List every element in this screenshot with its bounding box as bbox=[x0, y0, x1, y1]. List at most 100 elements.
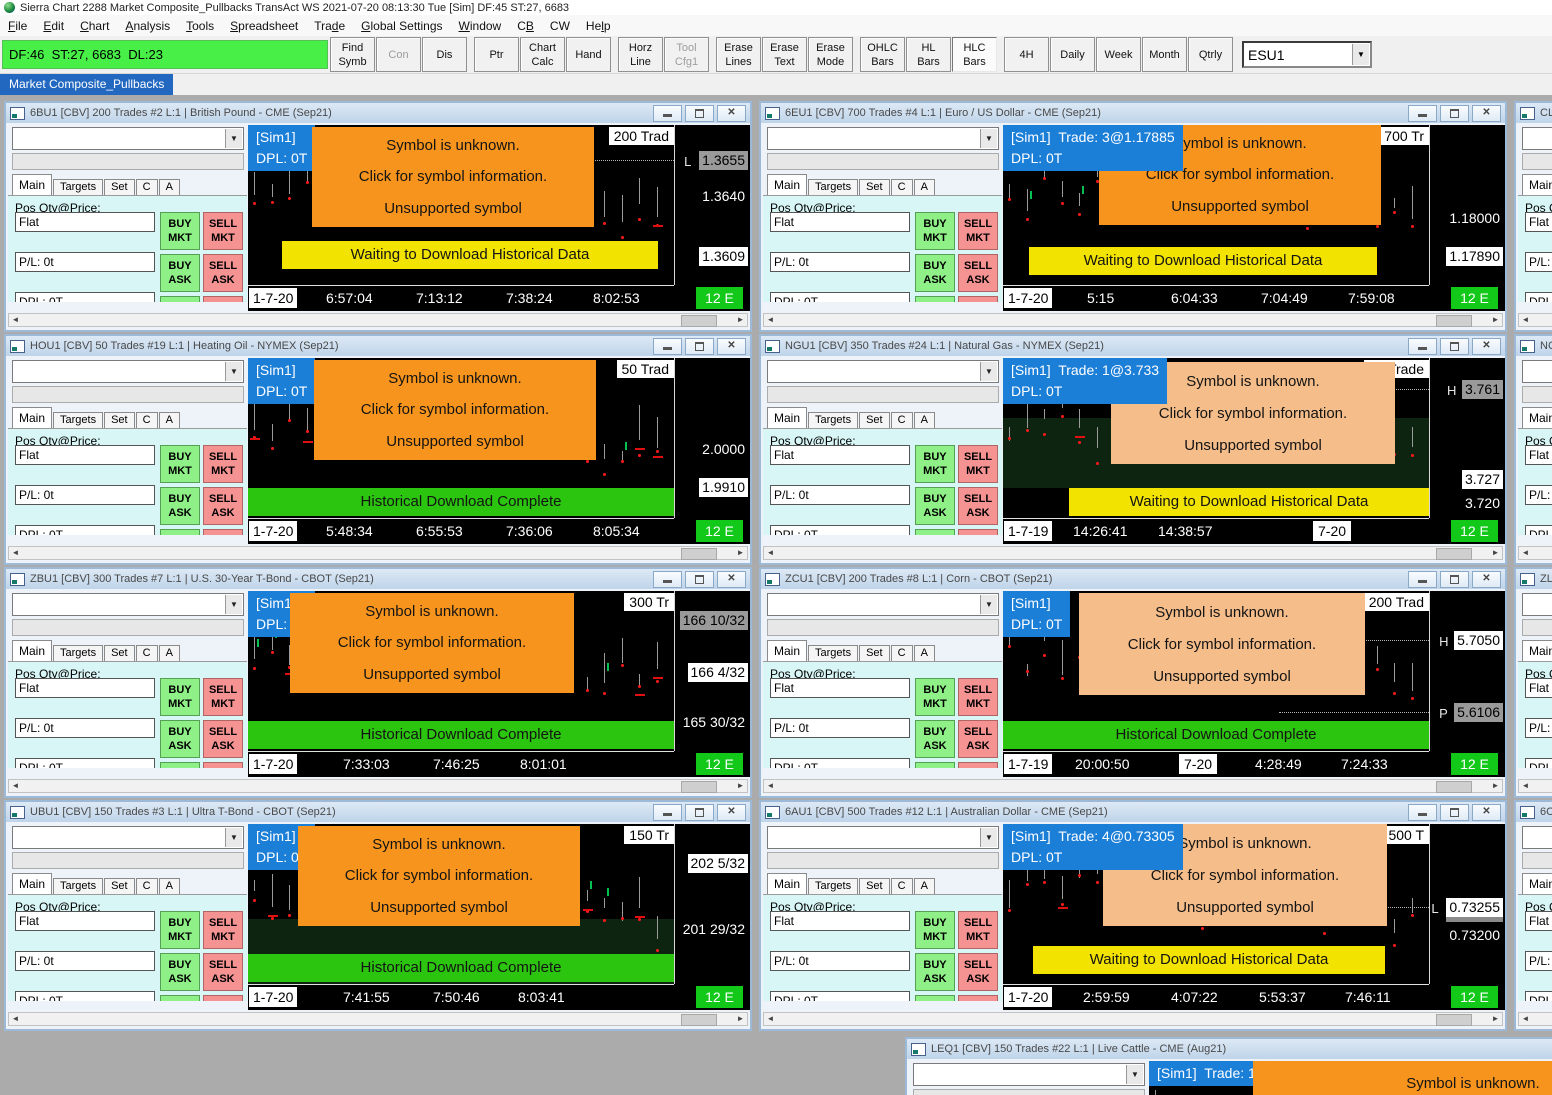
price-scale[interactable]: 0.73255 L 0.73200 bbox=[1429, 824, 1505, 984]
buy-mkt-button[interactable]: BUY MKT bbox=[160, 678, 200, 716]
buy-partial-button[interactable]: BUY bbox=[915, 762, 955, 768]
buy-partial-button[interactable]: BUY bbox=[915, 296, 955, 302]
tab-a[interactable]: A bbox=[158, 179, 180, 195]
tab-main[interactable]: Main bbox=[12, 873, 53, 894]
tab-targets[interactable]: Targets bbox=[808, 412, 859, 428]
tab-a[interactable]: A bbox=[913, 645, 935, 661]
buy-mkt-button[interactable]: BUY MKT bbox=[160, 911, 200, 949]
window-title-bar[interactable]: NGU1 [CBV] 350 Trades #24 L:1 | Natural … bbox=[761, 336, 1505, 356]
sell-partial-button[interactable]: SELL bbox=[958, 762, 998, 768]
close-button[interactable]: ✕ bbox=[717, 104, 746, 122]
tab-set[interactable]: Set bbox=[104, 645, 135, 661]
time-axis[interactable]: 1-7-20 6:57:04 7:13:12 7:38:24 8:02:53 12 E bbox=[248, 286, 750, 311]
order-type-combo[interactable]: ▼ bbox=[767, 593, 999, 616]
chart-window-ngu1[interactable]: NGU1 [CBV] 350 Trades #24 L:1 | Natural … bbox=[759, 334, 1507, 565]
dpl-field[interactable]: DPL: 0T bbox=[770, 525, 910, 535]
minimize-button[interactable] bbox=[653, 337, 682, 355]
close-button[interactable]: ✕ bbox=[717, 803, 746, 821]
tab-a[interactable]: A bbox=[913, 412, 935, 428]
restore-button[interactable] bbox=[685, 570, 714, 588]
chart-plot-area[interactable]: Symbol is unknown. Click for symbol infor… bbox=[248, 591, 674, 752]
chart-plot-area[interactable]: Symbol is unknown. Click for symbol infor… bbox=[248, 824, 674, 985]
buy-mkt-button[interactable]: BUY MKT bbox=[160, 212, 200, 250]
scroll-left-arrow[interactable]: ◄ bbox=[766, 315, 775, 324]
tab-c[interactable]: C bbox=[890, 878, 913, 894]
dpl-field[interactable]: DPL: 0T bbox=[770, 991, 910, 1001]
buy-partial-button[interactable]: BUY bbox=[915, 529, 955, 535]
dpl-field[interactable]: DPL: 0T bbox=[1525, 991, 1552, 1001]
order-type-combo[interactable]: ▼ bbox=[913, 1063, 1145, 1086]
toolbar-button-hl-bars[interactable]: HL Bars bbox=[906, 37, 951, 72]
sell-ask-button[interactable]: SELL ASK bbox=[958, 953, 998, 991]
toolbar-button-week[interactable]: Week bbox=[1096, 37, 1141, 72]
order-type-combo[interactable]: ▼ bbox=[1522, 127, 1552, 150]
chart-plot-area[interactable]: Symbol is unknown. Click for symbol infor… bbox=[248, 358, 674, 519]
chevron-down-icon[interactable]: ▼ bbox=[980, 362, 997, 381]
sell-mkt-button[interactable]: SELL MKT bbox=[203, 212, 243, 250]
horizontal-scrollbar[interactable]: ◄► bbox=[8, 779, 748, 793]
horizontal-scrollbar[interactable]: ◄► bbox=[8, 1012, 748, 1026]
scroll-right-arrow[interactable]: ► bbox=[1491, 315, 1500, 324]
toolbar-button-hand[interactable]: Hand bbox=[566, 37, 611, 72]
chevron-down-icon[interactable]: ▼ bbox=[980, 828, 997, 847]
scroll-left-arrow[interactable]: ◄ bbox=[1521, 548, 1530, 557]
position-field[interactable]: Flat bbox=[770, 212, 910, 232]
pl-field[interactable]: P/L: 0t bbox=[770, 951, 910, 971]
position-field[interactable]: Flat bbox=[15, 212, 155, 232]
sell-ask-button[interactable]: SELL ASK bbox=[958, 720, 998, 758]
position-field[interactable]: Flat bbox=[770, 911, 910, 931]
order-type-combo[interactable]: ▼ bbox=[767, 127, 999, 150]
horizontal-scrollbar[interactable]: ◄► bbox=[763, 313, 1503, 327]
order-quantity-field[interactable] bbox=[12, 852, 244, 869]
order-quantity-field[interactable] bbox=[767, 619, 999, 636]
price-scale[interactable]: 202 5/32 201 29/32 bbox=[674, 824, 750, 984]
buy-partial-button[interactable]: BUY bbox=[160, 529, 200, 535]
symbol-unknown-overlay[interactable]: Symbol is unknown. Click for symbol infor… bbox=[298, 826, 580, 926]
pl-field[interactable]: P/L: 0t bbox=[15, 252, 155, 272]
pl-field[interactable]: P/L: 0t bbox=[770, 252, 910, 272]
scroll-left-arrow[interactable]: ◄ bbox=[11, 1014, 20, 1023]
buy-mkt-button[interactable]: BUY MKT bbox=[915, 445, 955, 483]
pl-field[interactable]: P/L: 0t bbox=[1525, 718, 1552, 738]
minimize-button[interactable] bbox=[653, 104, 682, 122]
buy-ask-button[interactable]: BUY ASK bbox=[915, 254, 955, 292]
chart-window-leq1[interactable]: LEQ1 [CBV] 150 Trades #22 L:1 | Live Cat… bbox=[905, 1037, 1552, 1095]
symbol-unknown-overlay[interactable]: Symbol is unknown. Click for symbol infor… bbox=[1079, 593, 1365, 695]
time-axis[interactable]: 1-7-20 7:33:03 7:46:25 8:01:01 12 E bbox=[248, 752, 750, 777]
close-button[interactable]: ✕ bbox=[717, 570, 746, 588]
minimize-button[interactable] bbox=[1408, 337, 1437, 355]
tab-main[interactable]: Main bbox=[12, 174, 53, 195]
window-title-bar[interactable]: LEQ1 [CBV] 150 Trades #22 L:1 | Live Cat… bbox=[907, 1039, 1552, 1059]
sell-ask-button[interactable]: SELL ASK bbox=[958, 487, 998, 525]
chart-plot-area[interactable]: Symbol is unknown. Click for symbol infor… bbox=[1003, 125, 1429, 286]
order-type-combo[interactable]: ▼ bbox=[767, 826, 999, 849]
tab-main[interactable]: Main bbox=[12, 640, 53, 661]
scroll-left-arrow[interactable]: ◄ bbox=[766, 548, 775, 557]
sell-ask-button[interactable]: SELL ASK bbox=[958, 254, 998, 292]
toolbar-button-erase-text[interactable]: Erase Text bbox=[762, 37, 807, 72]
menu-item-file[interactable]: File bbox=[8, 18, 28, 33]
close-button[interactable]: ✕ bbox=[1472, 104, 1501, 122]
price-scale[interactable]: 2.0000 1.9910 bbox=[674, 358, 750, 518]
restore-button[interactable] bbox=[685, 337, 714, 355]
order-type-combo[interactable]: ▼ bbox=[1522, 593, 1552, 616]
order-quantity-field[interactable] bbox=[12, 153, 244, 170]
time-axis[interactable]: 1-7-19 20:00:50 7-20 4:28:49 7:24:33 12 E bbox=[1003, 752, 1505, 777]
dpl-field[interactable]: DPL: 0T bbox=[770, 292, 910, 302]
tab-main[interactable]: Main bbox=[767, 407, 808, 428]
sell-mkt-button[interactable]: SELL MKT bbox=[958, 678, 998, 716]
order-quantity-field[interactable] bbox=[1522, 386, 1552, 403]
chevron-down-icon[interactable]: ▼ bbox=[225, 828, 242, 847]
horizontal-scrollbar[interactable]: ◄► bbox=[8, 546, 748, 560]
time-axis[interactable]: 1-7-20 5:48:34 6:55:53 7:36:06 8:05:34 12 E bbox=[248, 519, 750, 544]
buy-mkt-button[interactable]: BUY MKT bbox=[915, 212, 955, 250]
restore-button[interactable] bbox=[685, 803, 714, 821]
pl-field[interactable]: P/L: 0t bbox=[1525, 252, 1552, 272]
sell-partial-button[interactable]: SELL bbox=[958, 529, 998, 535]
scrollbar-thumb[interactable] bbox=[1436, 1014, 1472, 1026]
order-quantity-field[interactable] bbox=[12, 619, 244, 636]
toolbar-button-hlc-bars[interactable]: HLC Bars bbox=[952, 37, 997, 72]
chevron-down-icon[interactable]: ▼ bbox=[1126, 1065, 1143, 1084]
